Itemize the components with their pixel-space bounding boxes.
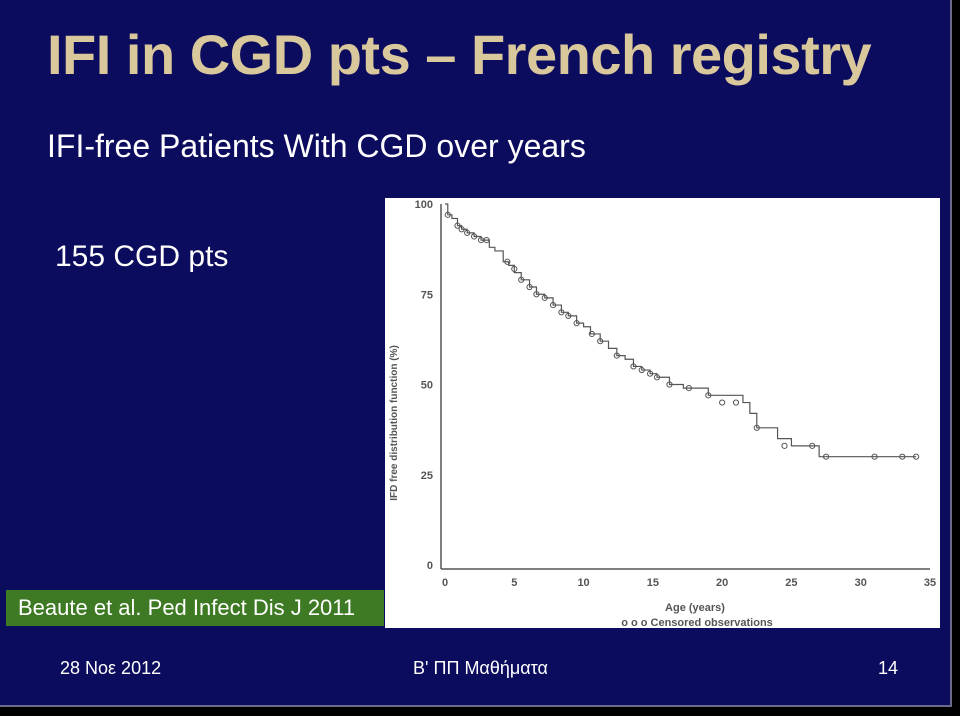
censored-marker [719, 399, 726, 406]
censored-marker [483, 237, 490, 244]
y-tick-label: 25 [421, 470, 433, 482]
censored-marker [588, 330, 595, 338]
y-tick-label: 75 [421, 289, 433, 301]
y-tick-label: 100 [415, 199, 433, 211]
censored-marker [533, 291, 540, 298]
censored-marker [464, 229, 471, 236]
survival-step-line [445, 203, 917, 458]
x-tick-label: 25 [785, 577, 797, 589]
chart-svg: IFD free distribution function (%) Age (… [389, 199, 936, 628]
censored-marker [549, 301, 557, 309]
censored-marker [630, 363, 637, 370]
censored-marker [444, 211, 451, 218]
censored-marker [613, 352, 620, 359]
x-tick-label: 5 [511, 577, 517, 589]
x-tick-label: 10 [577, 577, 589, 589]
censored-marker [913, 453, 920, 460]
censored-marker [458, 226, 465, 233]
footer-page-number: 14 [878, 658, 899, 678]
censored-marker [471, 233, 478, 240]
censored-marker [541, 294, 548, 301]
censored-marker [871, 453, 878, 460]
censored-marker [899, 453, 906, 460]
censored-marker [518, 276, 525, 283]
censored-marker [573, 320, 580, 327]
x-tick-label: 35 [924, 577, 936, 589]
censored-marker [504, 258, 511, 265]
slide: IFI in CGD pts – French registry IFI-fre… [0, 0, 952, 707]
censored-marker [646, 370, 654, 377]
censored-marker [666, 381, 673, 388]
footer-date: 28 Νοε 2012 [60, 658, 162, 678]
censored-marker [732, 399, 740, 406]
y-tick-label: 0 [427, 560, 433, 572]
citation: Beaute et al. Ped Infect Dis J 2011 [6, 590, 384, 626]
censored-marker [638, 366, 645, 374]
censored-marker [753, 424, 760, 431]
censored-marker [653, 374, 661, 381]
censored-marker [454, 222, 461, 229]
censored-marker [526, 283, 533, 291]
slide-subtitle: IFI-free Patients With CGD over years [47, 128, 586, 164]
legend-censored: o o o Censored observations [621, 617, 773, 628]
censored-marker [565, 312, 572, 320]
censored-marker [705, 392, 712, 399]
x-tick-label: 30 [855, 577, 867, 589]
x-axis-label: Age (years) [665, 602, 725, 614]
x-tick-label: 15 [647, 577, 659, 589]
y-tick-label: 50 [421, 380, 433, 392]
censored-marker [511, 265, 518, 273]
censored-marker [781, 442, 788, 449]
censored-marker [809, 442, 816, 449]
y-axis-label: IFD free distribution function (%) [389, 345, 400, 501]
censored-marker [597, 338, 604, 345]
x-tick-label: 20 [716, 577, 728, 589]
x-tick-label: 0 [442, 577, 448, 589]
slide-title: IFI in CGD pts – French registry [47, 23, 872, 86]
footer-course: Β' ΠΠ Μαθήματα [413, 658, 548, 678]
censored-marker [558, 309, 565, 316]
censored-marker [822, 453, 830, 460]
censored-marker [685, 385, 692, 392]
patient-count: 155 CGD pts [55, 240, 229, 273]
survival-chart: IFD free distribution function (%) Age (… [385, 198, 940, 628]
